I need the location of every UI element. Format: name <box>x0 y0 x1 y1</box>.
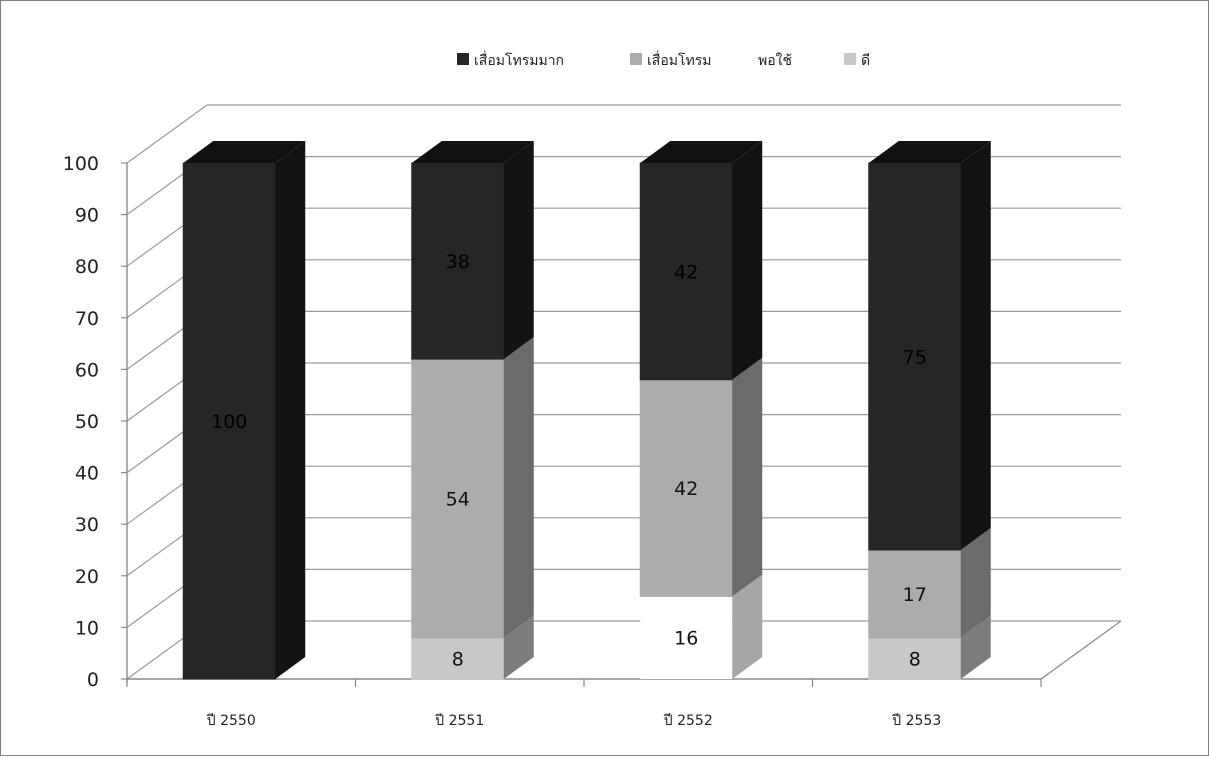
bar-side <box>732 574 763 679</box>
bar-segment <box>868 528 991 639</box>
bar-front <box>868 162 962 551</box>
bar-front <box>868 549 962 639</box>
data-label: 17 <box>903 584 927 606</box>
floor-right-edge <box>1040 620 1122 680</box>
legend-swatch <box>844 53 856 65</box>
y-tick-label: 90 <box>75 205 99 227</box>
x-tick-label: ปี 2552 <box>663 713 712 729</box>
x-tick-label: ปี 2551 <box>435 713 484 729</box>
gridline-depth <box>126 104 208 164</box>
legend: เสื่อมโทรมมาก เสื่อมโทรม พอใช้ ดี <box>457 51 870 69</box>
bar-segment <box>640 574 763 679</box>
data-label: 100 <box>211 411 247 433</box>
legend-swatch <box>630 53 642 65</box>
data-label: 42 <box>674 261 698 283</box>
legend-label: เสื่อมโทรมมาก <box>474 51 564 69</box>
bar-segment <box>411 337 534 639</box>
data-label: 42 <box>674 478 698 500</box>
bar-segment <box>639 357 763 597</box>
bar-segment <box>182 141 306 680</box>
y-tick-label: 30 <box>75 514 99 536</box>
bar-front <box>411 162 505 360</box>
bar-front <box>182 162 276 680</box>
y-tick-label: 20 <box>75 566 99 588</box>
data-label: 8 <box>452 648 464 670</box>
bar-side <box>960 615 991 679</box>
bar-side <box>275 141 306 679</box>
y-tick-label: 40 <box>75 463 99 485</box>
legend-label: เสื่อมโทรม <box>647 51 711 69</box>
bar-segment <box>868 141 991 551</box>
data-label: 54 <box>446 488 470 510</box>
y-tick-label: 10 <box>75 617 99 639</box>
data-label: 38 <box>446 251 470 273</box>
legend-swatch <box>457 53 469 65</box>
legend-item: ดี <box>844 53 870 69</box>
legend-swatch <box>741 53 753 65</box>
legend-item: เสื่อมโทรม <box>630 51 711 69</box>
bar-segment <box>411 615 534 680</box>
data-label: 8 <box>909 648 921 670</box>
data-label: 16 <box>674 628 698 650</box>
bar-segment <box>411 141 534 360</box>
bar-layer <box>182 141 991 680</box>
y-tick-label: 0 <box>87 669 99 691</box>
bar-front <box>868 637 962 680</box>
bar-top <box>868 141 991 163</box>
bar-front <box>411 637 505 680</box>
bar-side <box>960 528 991 638</box>
x-tick-label: ปี 2550 <box>206 713 255 729</box>
y-tick-label: 100 <box>63 153 99 175</box>
legend-label: พอใช้ <box>758 52 792 69</box>
bar-top <box>411 141 534 163</box>
bar-side <box>960 141 991 550</box>
bar-segment <box>868 615 991 680</box>
bar-segment <box>639 141 763 381</box>
y-tick-label: 70 <box>75 308 99 330</box>
bar-side <box>503 141 534 360</box>
bar-top <box>640 141 763 163</box>
legend-item: พอใช้ <box>741 52 792 69</box>
bar-side <box>503 337 534 638</box>
x-tick-label: ปี 2553 <box>892 713 941 729</box>
bar-front <box>411 358 505 639</box>
bar-front <box>640 596 733 679</box>
y-tick-label: 80 <box>75 256 99 278</box>
bar-side <box>503 615 534 679</box>
bar-top <box>183 141 306 163</box>
legend-label: ดี <box>861 53 870 69</box>
bar-side <box>732 141 763 380</box>
y-tick-label: 60 <box>75 359 99 381</box>
y-tick-label: 50 <box>75 411 99 433</box>
data-label: 75 <box>903 347 927 369</box>
bar-front <box>639 162 733 381</box>
bar-front <box>639 379 733 597</box>
label-layer: 100 8 54 38 16 42 42 8 17 75 <box>211 251 927 670</box>
bar-side <box>732 357 763 597</box>
legend-item: เสื่อมโทรมมาก <box>457 51 564 69</box>
